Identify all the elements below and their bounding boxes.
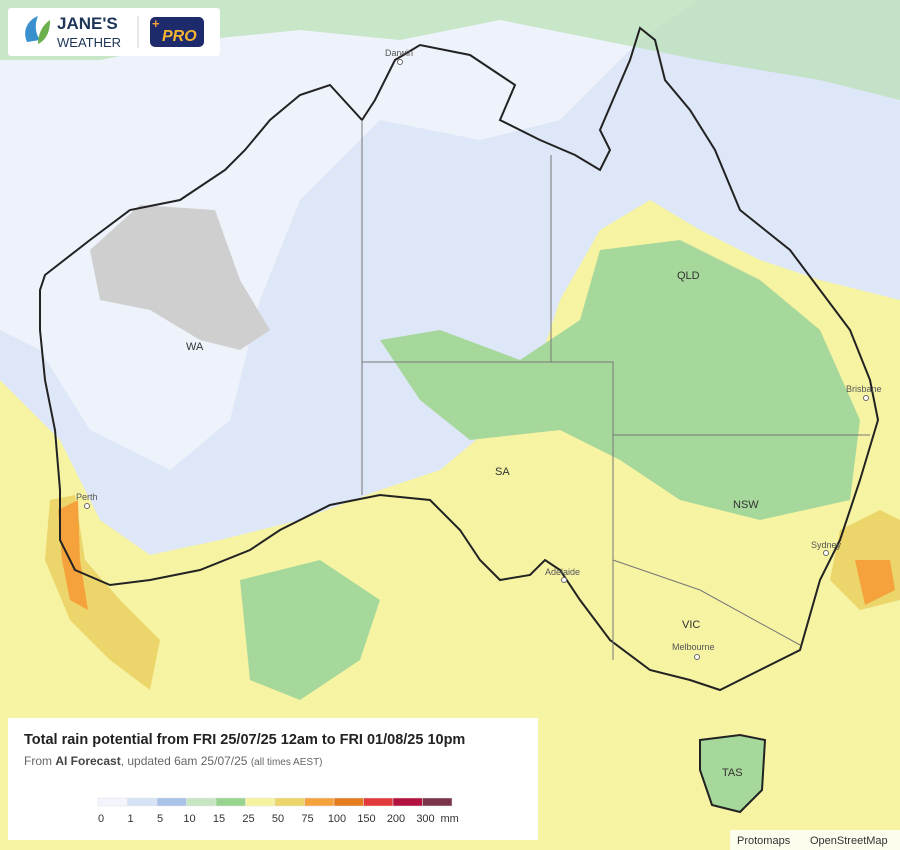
region-label: VIC	[682, 619, 700, 631]
legend-tick-label: 1	[127, 813, 133, 825]
legend-tick-label: 300	[416, 813, 434, 825]
legend-swatch	[392, 797, 423, 807]
legend-swatch	[186, 797, 217, 807]
legend-swatch	[363, 797, 394, 807]
pro-badge	[150, 17, 204, 47]
legend-swatch	[422, 797, 453, 807]
city-label: Sydney	[811, 540, 842, 550]
legend-tick-label: 100	[328, 813, 346, 825]
legend-swatch	[274, 797, 305, 807]
city-dot	[823, 550, 829, 556]
no-data-area	[90, 205, 270, 350]
city-dot	[84, 503, 90, 509]
caption-box	[8, 718, 538, 840]
dry-area	[0, 0, 700, 470]
caption-subtitle: From AI Forecast, updated 6am 25/07/25 (…	[24, 754, 323, 768]
attribution: Protomaps	[737, 835, 791, 847]
logo-icon	[25, 16, 40, 42]
green-area	[380, 240, 860, 520]
places: Darwin Perth Adelaide Melbourne Sydney B…	[76, 48, 882, 779]
legend-unit: mm	[441, 813, 459, 825]
caption-panel: Total rain potential from FRI 25/07/25 1…	[8, 718, 538, 840]
sydney-heavy-area	[855, 560, 895, 605]
attribution: OpenStreetMap	[810, 835, 888, 847]
legend-swatch	[156, 797, 187, 807]
caption-tz: (all times AEST)	[251, 757, 323, 768]
city-dot	[694, 654, 700, 660]
legend-tick-label: 5	[157, 813, 163, 825]
state-borders	[361, 120, 870, 660]
legend-swatch	[215, 797, 246, 807]
caption-from: From	[24, 754, 52, 768]
legend-tick-label: 200	[387, 813, 405, 825]
logo-sub: WEATHER	[57, 35, 121, 50]
legend-tick-label: 15	[213, 813, 225, 825]
attribution-box	[730, 830, 900, 850]
city-label: Perth	[76, 492, 98, 502]
legend-tick-label: 150	[357, 813, 375, 825]
region-label: NSW	[733, 499, 759, 511]
perth-heavy-area	[58, 500, 88, 610]
logo-icon	[38, 20, 50, 44]
northern-green	[0, 0, 900, 100]
pro-text: PRO	[162, 28, 197, 45]
region-label: WA	[186, 341, 204, 353]
caption-updated: , updated 6am 25/07/25	[121, 754, 248, 768]
legend-swatch	[97, 797, 128, 807]
region-label: QLD	[677, 270, 700, 282]
legend-tick-label: 0	[98, 813, 104, 825]
legend-swatch	[245, 797, 276, 807]
legend-swatch	[304, 797, 335, 807]
city-label: Melbourne	[672, 642, 715, 652]
city-dot	[561, 577, 567, 583]
caption-model: AI Forecast	[55, 754, 120, 768]
city-label: Brisbane	[846, 384, 882, 394]
legend-tick-label: 25	[242, 813, 254, 825]
region-label: SA	[495, 466, 510, 478]
legend-tick-label: 10	[183, 813, 195, 825]
legend-tick-label: 50	[272, 813, 284, 825]
legend-swatch	[333, 797, 364, 807]
city-dot	[863, 395, 869, 401]
tasmania	[699, 733, 767, 814]
caption-title: Total rain potential from FRI 25/07/25 1…	[24, 732, 465, 748]
logo: JANE'S WEATHER + PRO	[8, 8, 220, 56]
region-label: TAS	[722, 767, 743, 779]
city-label: Adelaide	[545, 567, 580, 577]
ocean-green	[240, 560, 380, 700]
legend: 0 1 5 10 15 25 50 75 100 150 200 300 mm	[97, 797, 459, 825]
city-dot	[397, 59, 403, 65]
legend-tick-label: 75	[301, 813, 313, 825]
legend-swatch	[127, 797, 158, 807]
logo-brand: JANE'S	[57, 14, 118, 33]
pro-plus: +	[152, 16, 160, 31]
city-label: Darwin	[385, 48, 413, 58]
coastline	[39, 26, 880, 692]
border	[361, 120, 870, 660]
